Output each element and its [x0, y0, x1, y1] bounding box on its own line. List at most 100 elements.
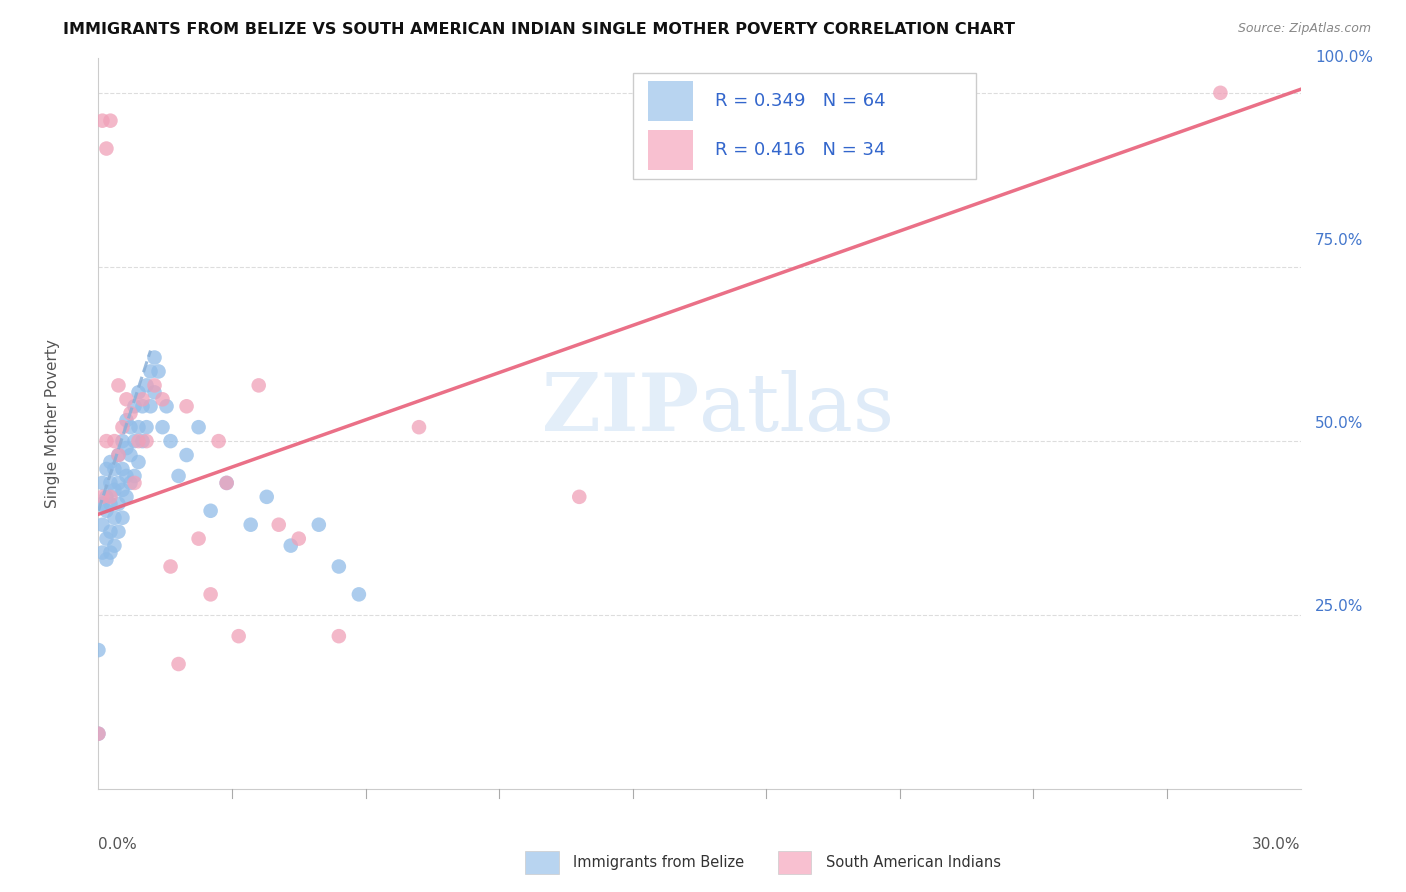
Point — [159, 559, 181, 574]
Point — [128, 455, 150, 469]
Point — [155, 399, 177, 413]
FancyBboxPatch shape — [648, 81, 693, 121]
Point — [128, 385, 150, 400]
Point — [124, 434, 146, 449]
Point — [347, 587, 370, 601]
Point — [111, 483, 134, 497]
Point — [135, 434, 157, 449]
Point — [120, 406, 142, 420]
Point — [107, 378, 129, 392]
Point — [87, 727, 110, 741]
Text: Single Mother Poverty: Single Mother Poverty — [45, 339, 60, 508]
Point — [215, 475, 238, 490]
Point — [107, 475, 129, 490]
Point — [103, 539, 125, 553]
FancyBboxPatch shape — [526, 851, 558, 874]
FancyBboxPatch shape — [778, 851, 811, 874]
Point — [91, 517, 114, 532]
Point — [100, 545, 122, 559]
Point — [143, 385, 166, 400]
Text: atlas: atlas — [699, 370, 894, 448]
Point — [115, 441, 138, 455]
Text: 30.0%: 30.0% — [1253, 837, 1301, 852]
Point — [91, 490, 114, 504]
Point — [111, 462, 134, 476]
Point — [115, 490, 138, 504]
Point — [103, 510, 125, 524]
Point — [100, 524, 122, 539]
Point — [167, 469, 190, 483]
Point — [96, 462, 118, 476]
Point — [91, 113, 114, 128]
Point — [143, 378, 166, 392]
Point — [139, 399, 162, 413]
Point — [267, 517, 290, 532]
Point — [87, 643, 110, 657]
Point — [115, 392, 138, 407]
Point — [131, 399, 153, 413]
Point — [96, 490, 118, 504]
Point — [107, 497, 129, 511]
Point — [159, 434, 181, 449]
Point — [111, 420, 134, 434]
Point — [96, 434, 118, 449]
Point — [124, 469, 146, 483]
Text: Immigrants from Belize: Immigrants from Belize — [574, 855, 744, 870]
Point — [100, 455, 122, 469]
Text: ZIP: ZIP — [543, 370, 699, 448]
Point — [256, 490, 278, 504]
Point — [128, 434, 150, 449]
Point — [103, 434, 125, 449]
Point — [152, 392, 174, 407]
Point — [107, 524, 129, 539]
Point — [120, 448, 142, 462]
Point — [103, 483, 125, 497]
Point — [124, 475, 146, 490]
Point — [288, 532, 311, 546]
Point — [208, 434, 231, 449]
Point — [124, 399, 146, 413]
Point — [96, 532, 118, 546]
FancyBboxPatch shape — [633, 72, 976, 178]
Point — [187, 532, 209, 546]
Point — [100, 497, 122, 511]
Point — [103, 462, 125, 476]
Text: IMMIGRANTS FROM BELIZE VS SOUTH AMERICAN INDIAN SINGLE MOTHER POVERTY CORRELATIO: IMMIGRANTS FROM BELIZE VS SOUTH AMERICAN… — [63, 22, 1015, 37]
Point — [111, 510, 134, 524]
Point — [176, 448, 198, 462]
Point — [148, 364, 170, 378]
Point — [87, 727, 110, 741]
Point — [100, 490, 122, 504]
Point — [328, 559, 350, 574]
Point — [200, 504, 222, 518]
Point — [96, 142, 118, 156]
Point — [408, 420, 430, 434]
Point — [1209, 86, 1232, 100]
Point — [308, 517, 330, 532]
Text: South American Indians: South American Indians — [825, 855, 1001, 870]
Point — [100, 475, 122, 490]
Point — [135, 420, 157, 434]
Point — [239, 517, 262, 532]
Point — [176, 399, 198, 413]
Point — [200, 587, 222, 601]
Point — [115, 469, 138, 483]
Text: 50.0%: 50.0% — [1315, 417, 1364, 431]
Point — [215, 475, 238, 490]
Point — [167, 657, 190, 671]
Point — [115, 413, 138, 427]
Point — [139, 364, 162, 378]
Point — [96, 504, 118, 518]
Point — [111, 434, 134, 449]
Point — [131, 434, 153, 449]
Text: R = 0.416   N = 34: R = 0.416 N = 34 — [716, 141, 886, 159]
Point — [128, 420, 150, 434]
Point — [247, 378, 270, 392]
Text: 25.0%: 25.0% — [1315, 599, 1364, 614]
Point — [91, 475, 114, 490]
Point — [120, 475, 142, 490]
Point — [328, 629, 350, 643]
Point — [568, 490, 591, 504]
Point — [100, 113, 122, 128]
Point — [228, 629, 250, 643]
